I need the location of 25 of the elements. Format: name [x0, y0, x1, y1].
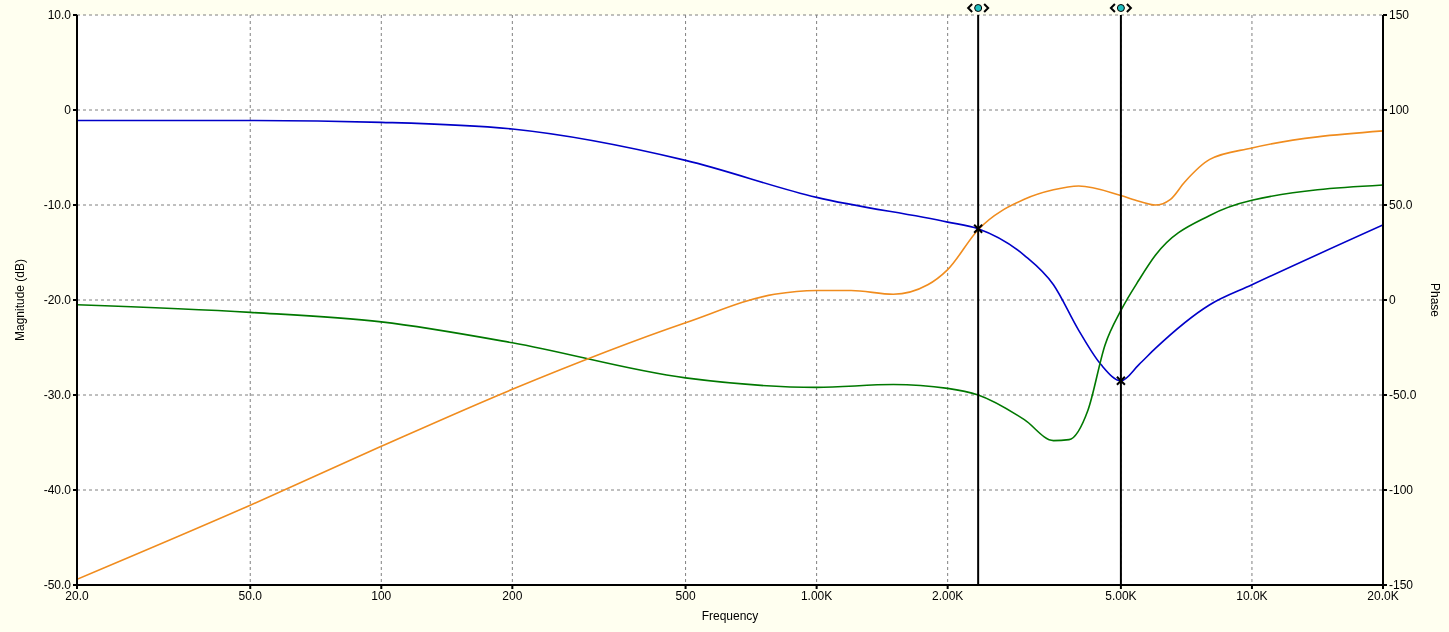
y2-tick-label: 0	[1389, 293, 1396, 308]
x-tick-label: 200	[502, 588, 523, 603]
y-tick-label: -30.0	[43, 388, 72, 403]
y2-axis-title: Phase	[1427, 282, 1442, 318]
x-axis-title: Frequency	[701, 609, 759, 623]
x-tick-label: 2.00K	[931, 588, 964, 603]
y2-tick-label: -100	[1389, 483, 1414, 498]
x-tick-label: 50.0	[238, 588, 263, 603]
x-tick-label: 20.0	[65, 588, 89, 603]
y2-tick-label: 50.0	[1389, 198, 1413, 213]
y-tick-label: 0	[64, 103, 72, 118]
x-tick-label: 10.0K	[1236, 588, 1268, 603]
x-tick-label: 5.00K	[1105, 588, 1137, 603]
y2-tick-label: 100	[1389, 103, 1410, 118]
y-tick-label: -20.0	[43, 293, 72, 308]
x-tick-label: 20.0K	[1367, 588, 1399, 603]
y-axis-title: Magnitude (dB)	[13, 258, 28, 342]
y-tick-label: -10.0	[43, 198, 72, 213]
y2-tick-label: 150	[1389, 8, 1410, 23]
y-tick-label: -40.0	[43, 483, 72, 498]
x-tick-label: 1.00K	[800, 588, 833, 603]
y2-tick-label: -50.0	[1389, 388, 1417, 403]
x-tick-label: 500	[675, 588, 696, 603]
y-tick-label: 10.0	[47, 8, 72, 23]
x-tick-label: 100	[371, 588, 392, 603]
